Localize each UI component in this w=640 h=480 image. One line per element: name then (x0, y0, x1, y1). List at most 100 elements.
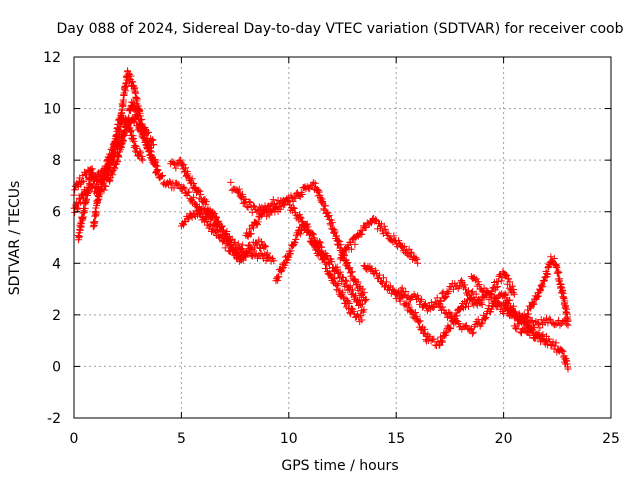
data-point (213, 226, 221, 234)
data-point (202, 216, 210, 224)
data-point (555, 268, 563, 276)
data-point (439, 303, 447, 311)
data-point (185, 188, 193, 196)
data-point (351, 240, 359, 248)
data-point (291, 239, 299, 247)
series-sat-g (177, 207, 271, 264)
data-point (436, 296, 444, 304)
data-point (92, 209, 100, 217)
data-point (478, 319, 486, 327)
data-point (244, 242, 252, 250)
data-point (153, 165, 161, 173)
data-point (342, 276, 350, 284)
data-point (461, 281, 469, 289)
data-point (508, 282, 516, 290)
data-point (374, 225, 382, 233)
data-point (197, 191, 205, 199)
data-point (376, 271, 384, 279)
data-point (438, 290, 446, 298)
data-point (267, 201, 275, 209)
data-point (147, 151, 155, 159)
data-point (482, 313, 490, 321)
data-point (246, 198, 254, 206)
data-point (254, 218, 262, 226)
data-point (139, 156, 147, 164)
data-point (529, 300, 537, 308)
data-point (113, 148, 121, 156)
data-point (184, 170, 192, 178)
data-point (76, 195, 84, 203)
data-point (493, 303, 501, 311)
data-point (91, 218, 99, 226)
data-point (511, 313, 519, 321)
data-point (362, 295, 370, 303)
data-point (544, 270, 552, 278)
series-sat-q (510, 320, 572, 373)
data-point (309, 229, 317, 237)
data-point (316, 239, 324, 247)
data-point (131, 115, 139, 123)
data-point (110, 156, 118, 164)
data-point (290, 205, 298, 212)
data-point (335, 269, 343, 277)
data-point (347, 239, 355, 247)
data-point (429, 303, 437, 311)
data-point (358, 230, 366, 238)
data-point (189, 193, 197, 201)
data-point (263, 249, 271, 257)
data-point (405, 303, 413, 311)
data-point (405, 245, 413, 253)
data-point (320, 254, 328, 262)
grid-layer (74, 57, 611, 418)
data-point (321, 258, 329, 266)
data-point (469, 288, 477, 296)
data-point (130, 137, 138, 145)
data-point (525, 310, 533, 318)
data-point (416, 317, 424, 325)
series-sat-j (272, 221, 366, 326)
data-point (360, 306, 368, 314)
points-layer (70, 67, 572, 373)
data-point (149, 155, 157, 163)
series-sat-c (74, 114, 147, 244)
data-point (331, 228, 339, 236)
data-point (119, 98, 127, 106)
series-sat-d (89, 114, 160, 231)
data-point (355, 296, 363, 304)
data-point (477, 299, 485, 307)
data-point (348, 268, 356, 276)
data-point (111, 165, 119, 173)
data-point (382, 278, 390, 286)
data-point (550, 254, 558, 262)
data-point (132, 144, 140, 152)
data-point (278, 265, 286, 273)
data-point (239, 241, 247, 249)
data-point (321, 202, 329, 210)
data-point (289, 204, 297, 212)
data-point (304, 226, 312, 234)
data-point (85, 185, 93, 193)
data-point (136, 147, 144, 155)
y-axis-label: SDTVAR / TECUs (7, 181, 23, 296)
data-point (559, 348, 567, 356)
data-point (354, 278, 362, 286)
data-point (378, 227, 386, 235)
data-point (151, 160, 159, 168)
data-point (528, 317, 536, 325)
data-point (437, 297, 445, 305)
data-point (354, 296, 362, 304)
data-point (373, 270, 381, 278)
data-point (130, 106, 138, 114)
data-point (318, 250, 326, 258)
series-sat-n (435, 290, 551, 348)
data-point (471, 276, 479, 284)
data-point (102, 169, 110, 177)
data-point (427, 299, 435, 307)
data-point (145, 147, 153, 155)
data-point (284, 254, 292, 262)
data-point (97, 182, 105, 190)
data-point (138, 152, 146, 160)
data-point (509, 289, 517, 297)
data-point (502, 291, 510, 299)
data-point (552, 339, 560, 347)
